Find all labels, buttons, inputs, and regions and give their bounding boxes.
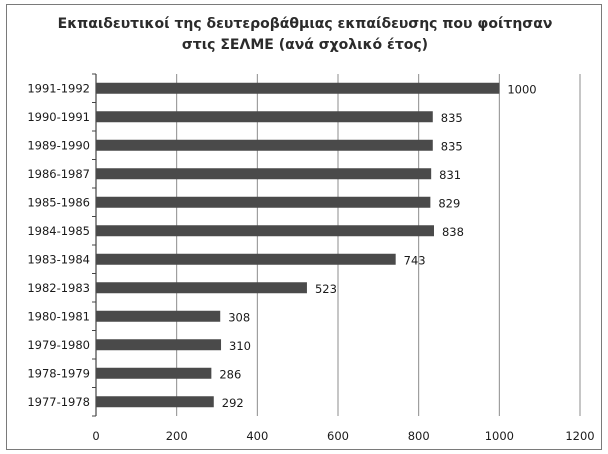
category-label-2: 1989-1990 (27, 138, 90, 152)
category-label-3: 1986-1987 (27, 167, 90, 181)
category-label-9: 1979-1980 (27, 338, 90, 352)
bar-1982-1983 (96, 282, 307, 294)
bar-1984-1985 (96, 225, 434, 237)
data-label-9: 310 (229, 339, 251, 353)
bar-1980-1981 (96, 310, 221, 322)
category-label-0: 1991-1992 (27, 81, 90, 95)
data-label-7: 523 (315, 282, 337, 296)
data-label-0: 1000 (507, 82, 536, 96)
bar-1991-1992 (96, 82, 500, 94)
x-tick-label-4: 800 (408, 429, 430, 443)
data-label-3: 831 (439, 168, 461, 182)
x-tick-label-1: 200 (166, 429, 188, 443)
bar-1983-1984 (96, 253, 396, 265)
category-label-1: 1990-1991 (27, 110, 90, 124)
category-label-10: 1978-1979 (27, 366, 90, 380)
bar-1979-1980 (96, 339, 222, 351)
category-label-5: 1984-1985 (27, 224, 90, 238)
category-label-4: 1985-1986 (27, 195, 90, 209)
data-label-2: 835 (441, 139, 463, 153)
data-label-1: 835 (441, 111, 463, 125)
data-label-8: 308 (228, 310, 250, 324)
data-label-6: 743 (404, 253, 426, 267)
bar-1977-1978 (96, 396, 214, 408)
chart-title: Εκπαιδευτικοί της δευτεροβάθμιας εκπαίδε… (7, 14, 603, 56)
x-tick-label-0: 0 (92, 429, 99, 443)
data-label-4: 829 (438, 196, 460, 210)
chart-title-line-2: στις ΣΕΛΜΕ (ανά σχολικό έτος) (181, 37, 429, 53)
bar-1985-1986 (96, 196, 431, 208)
bar-1978-1979 (96, 367, 212, 379)
data-label-5: 838 (442, 225, 464, 239)
x-tick-label-3: 600 (327, 429, 349, 443)
x-tick-label-6: 1200 (565, 429, 594, 443)
category-label-8: 1980-1981 (27, 309, 90, 323)
x-tick-label-5: 1000 (485, 429, 514, 443)
data-label-11: 292 (222, 396, 244, 410)
category-label-11: 1977-1978 (27, 395, 90, 409)
category-label-7: 1982-1983 (27, 281, 90, 295)
chart-title-line-1: Εκπαιδευτικοί της δευτεροβάθμιας εκπαίδε… (57, 16, 553, 32)
category-label-6: 1983-1984 (27, 252, 90, 266)
bar-1990-1991 (96, 111, 433, 123)
bar-1986-1987 (96, 168, 432, 180)
x-tick-label-2: 400 (246, 429, 268, 443)
data-label-10: 286 (219, 367, 241, 381)
bar-1989-1990 (96, 139, 433, 151)
